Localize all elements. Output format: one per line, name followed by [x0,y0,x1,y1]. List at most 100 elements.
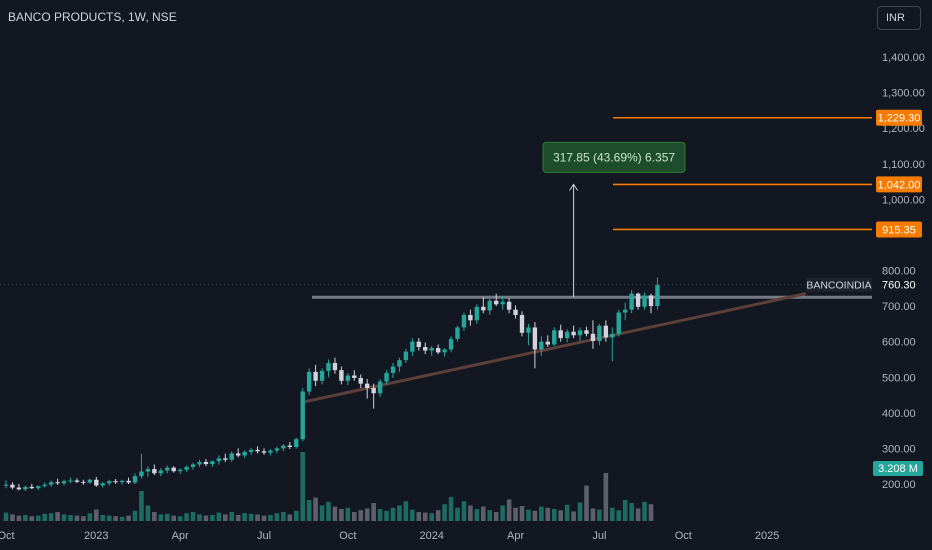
volume-bar [94,509,99,521]
target-price-badge [876,176,922,193]
candle-body [139,471,144,477]
volume-bar [526,509,531,521]
volume-bar [461,501,467,521]
candle-body [268,450,273,453]
candle-body [648,295,654,307]
volume-bar [332,506,338,521]
time-tick-label: Apr [172,530,189,542]
candle-body [397,360,402,367]
candle-body [377,381,383,394]
candle-body [455,327,460,339]
candle-body [158,470,163,474]
time-tick-label: 2025 [755,530,779,542]
volume-bar [268,515,273,521]
candle-body [236,453,241,456]
volume-bar [539,506,544,521]
candle-body [197,461,202,465]
volume-bar [506,499,512,521]
candle-body [42,484,47,487]
price-tick-label: 600.00 [882,337,916,349]
volume-bar [229,512,235,521]
volume-bar [287,514,293,521]
candle-body [281,445,286,449]
volume-bar [3,512,9,521]
volume-bar [10,514,15,521]
candle-body [655,284,660,307]
candle-body [145,469,151,472]
volume-bar [345,507,351,521]
volume-bar [513,507,518,521]
candle-body [616,312,621,334]
candle-body [242,451,247,456]
volume-bar [68,515,73,521]
volume-bar [223,514,228,521]
candle-body [468,314,473,321]
series-name-badge [806,277,872,292]
volume-bar [42,513,47,521]
candle-body [132,476,138,483]
candle-body [584,330,589,334]
target-price-label: 1,229.30 [878,113,921,125]
candle-body [107,481,112,484]
currency-selector[interactable]: INR [877,6,921,30]
candle-body [294,439,299,447]
candle-body [171,467,176,472]
volume-bar [397,505,402,521]
volume-bar [558,510,563,521]
candle-body [423,347,428,351]
candle-body [165,467,170,471]
volume-bar [274,513,280,521]
volume-bar [648,504,654,521]
candle-body [300,391,305,440]
candle-body [229,453,234,460]
volume-bar [616,510,622,521]
volume-bar [81,516,86,521]
volume-bar [326,501,331,521]
target-price-label: 915.35 [882,224,916,236]
time-tick-label: 2023 [84,530,108,542]
candle-body [539,341,544,350]
volume-bar [493,512,499,521]
time-tick-label: Oct [339,530,356,542]
candle-body [326,363,331,371]
candle-body [216,458,222,462]
time-tick-label: Jul [257,530,271,542]
candle-body [552,330,557,345]
volume-bar [197,514,202,521]
price-tick-label: 1,300.00 [882,88,925,100]
volume-bar [35,515,41,521]
volume-bar [55,512,60,521]
target-price-label: 1,042.00 [878,179,921,191]
candle-body [416,341,421,348]
candle-body [481,306,486,311]
volume-bar [235,515,241,521]
candle-body [390,366,396,373]
volume-bar [113,516,118,521]
candle-body [545,341,550,345]
volume-bar [358,510,364,521]
price-tick-label: 500.00 [882,372,916,384]
volume-bar [519,506,525,521]
volume-bar [352,512,357,521]
time-tick-label: Apr [507,530,524,542]
volume-bar [74,515,80,521]
candle-body [203,461,209,465]
last-price-badge [876,276,922,293]
volume-bar [171,515,176,521]
candle-body [506,301,512,310]
candle-body [87,479,93,483]
candle-body [571,331,576,336]
volume-bar [590,508,596,521]
candle-body [332,363,338,371]
candle-body [629,293,634,310]
volume-bar [474,509,480,521]
volume-bar [377,509,383,521]
volume-bar [410,509,415,521]
candle-body [435,348,441,353]
volume-bar [16,515,22,521]
candle-body [223,458,228,460]
candle-body [74,480,80,482]
volume-bar [435,510,441,521]
candle-body [635,293,641,307]
